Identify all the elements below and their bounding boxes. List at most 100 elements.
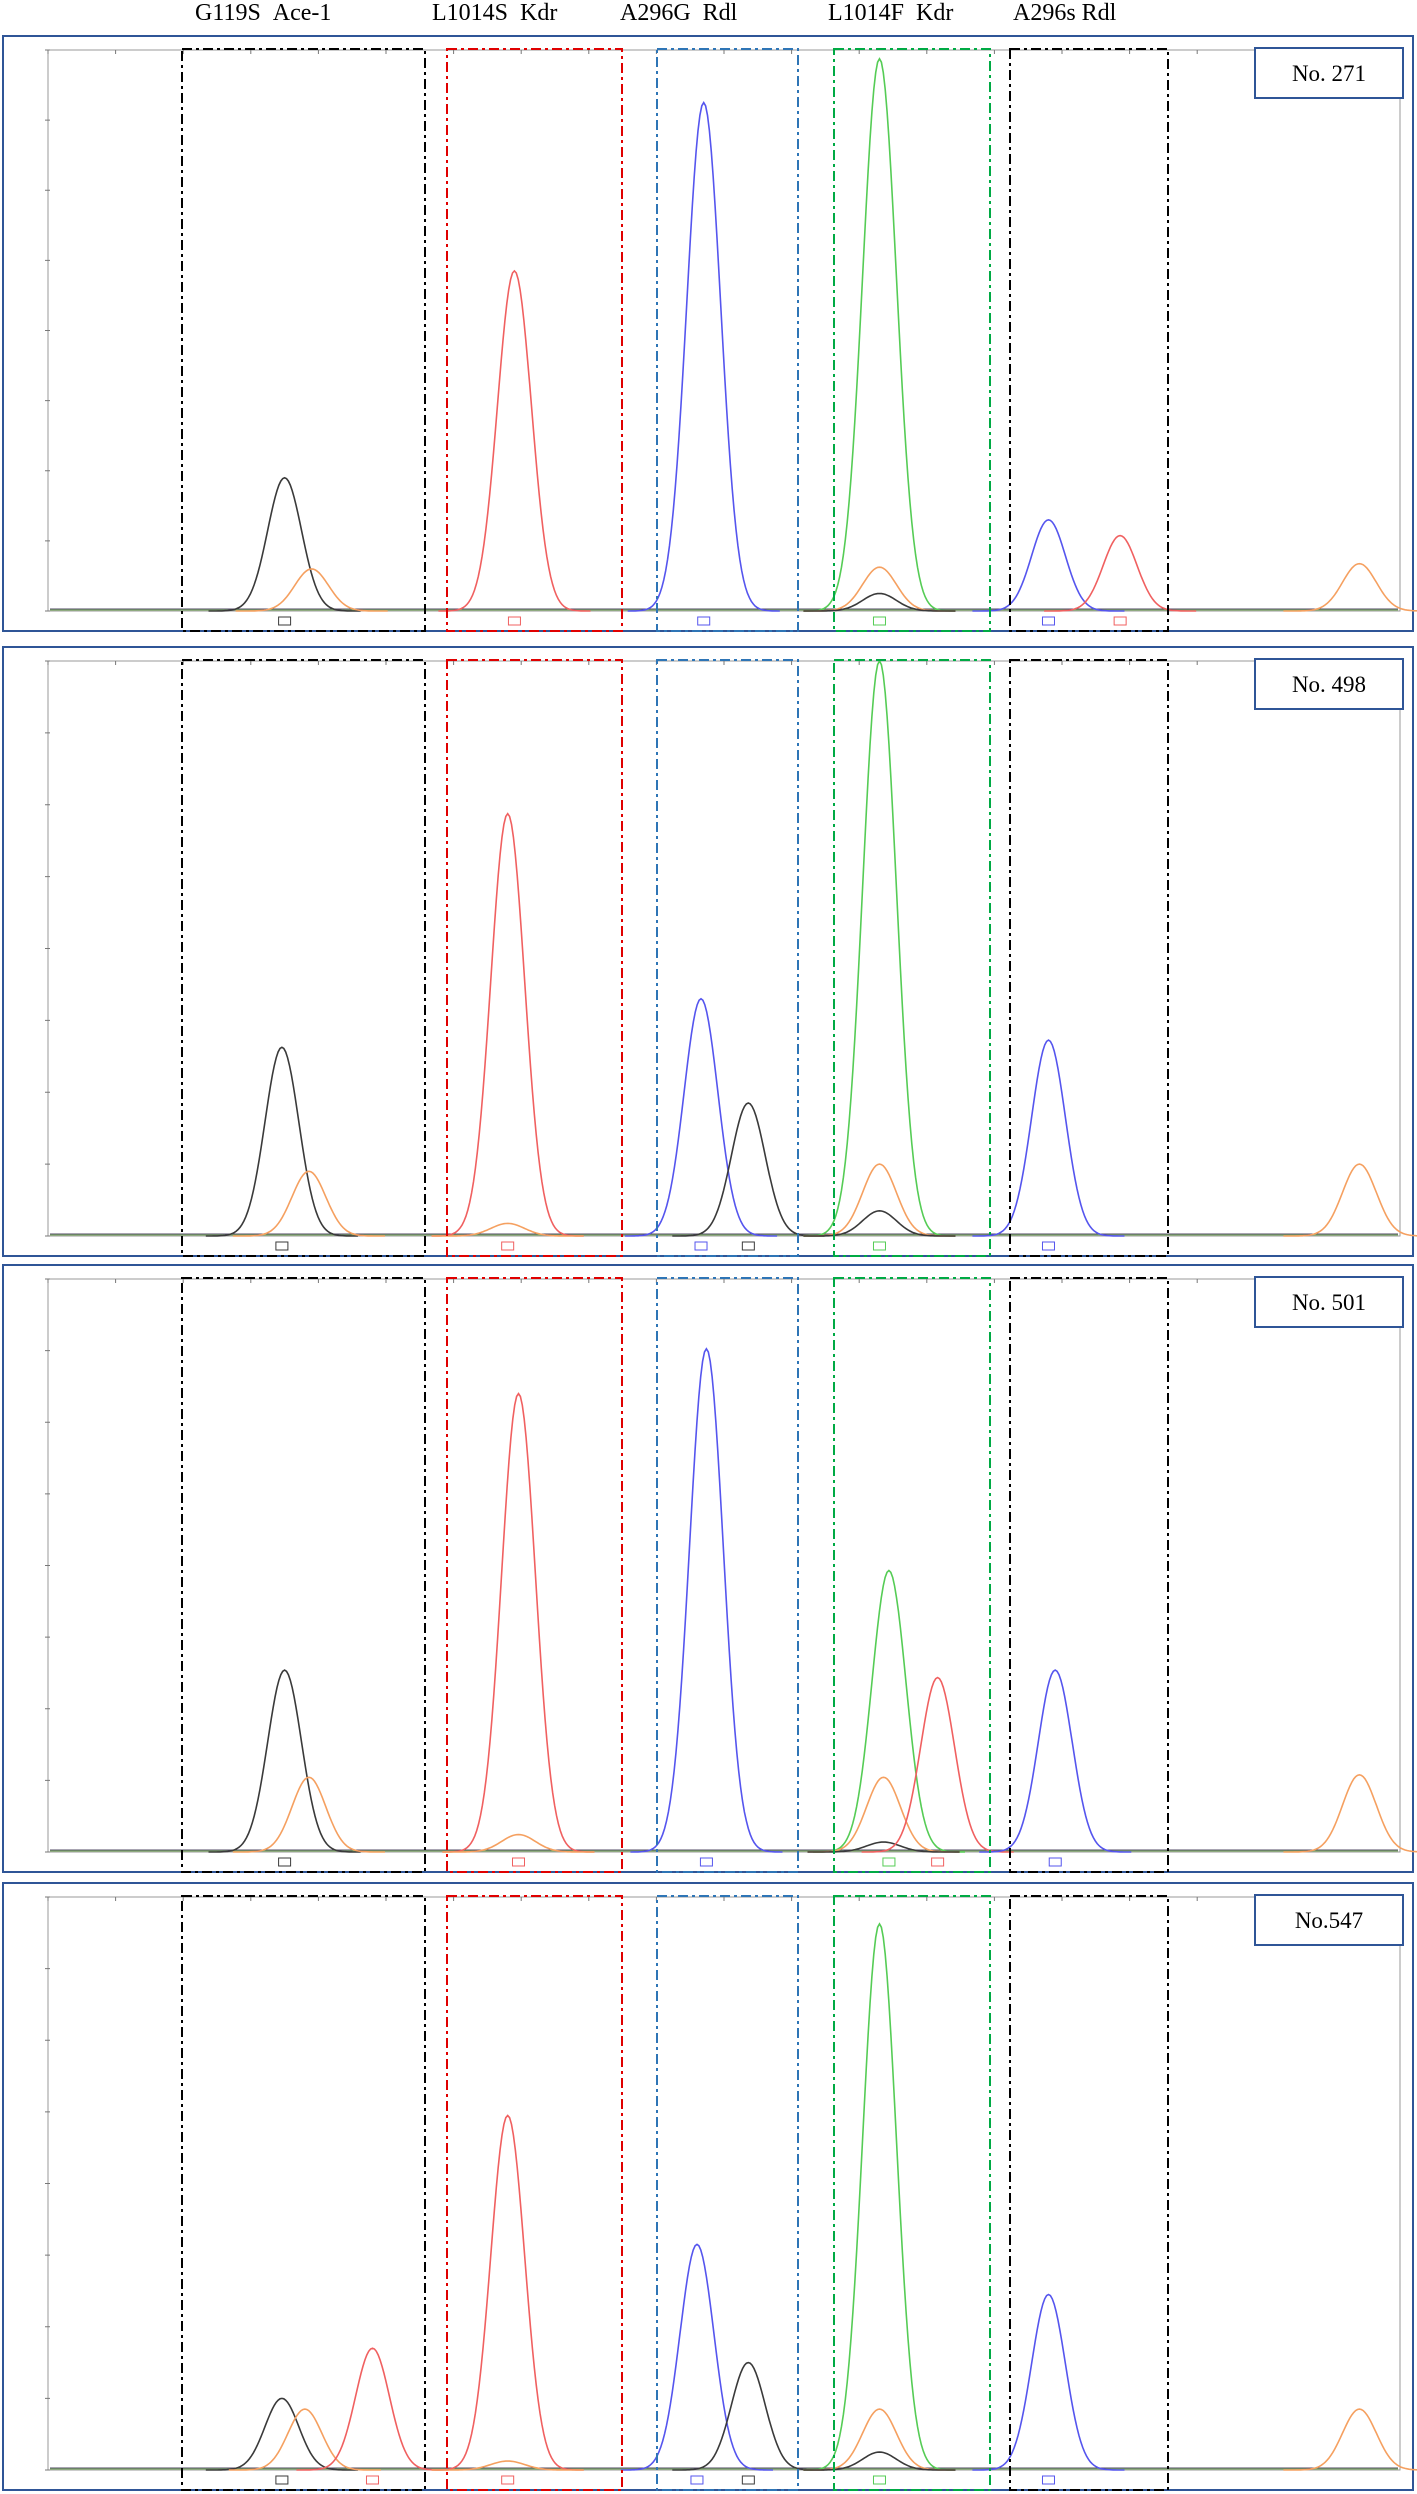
sample-label-box	[1254, 658, 1404, 710]
allele-label-box	[882, 1857, 896, 1867]
allele-label-box	[501, 2475, 515, 2485]
allele-label-box	[931, 1857, 945, 1867]
panel-frame	[2, 646, 1414, 1257]
sample-label: No. 498	[1292, 672, 1366, 697]
plot-area	[47, 660, 1401, 1237]
region-box-3	[656, 1895, 799, 2491]
peak-black	[803, 592, 956, 612]
sample-label: No. 501	[1292, 1290, 1366, 1315]
peak-orange	[232, 1776, 385, 1853]
region-box-5	[1009, 48, 1169, 632]
plot-area	[47, 1896, 1401, 2471]
plot-area	[47, 49, 1401, 612]
peak-blue	[630, 1347, 783, 1853]
peak-blue	[979, 1669, 1132, 1853]
header-mutation: A296G	[620, 0, 691, 26]
sample-label: No.547	[1295, 1908, 1363, 1933]
peak-orange	[803, 2408, 956, 2471]
peak-green	[803, 659, 956, 1237]
peak-orange	[803, 566, 956, 612]
peak-black	[205, 1046, 358, 1237]
peak-red	[431, 812, 584, 1237]
region-box-1	[181, 48, 426, 632]
peak-orange	[431, 1222, 584, 1237]
allele-label-box	[507, 616, 521, 626]
header-mutation: G119S	[195, 0, 261, 26]
allele-label-box	[275, 1241, 289, 1251]
peak-black	[803, 2451, 956, 2471]
peak-red	[296, 2347, 449, 2471]
peak-green	[803, 1922, 956, 2471]
header-gene: Ace-1	[272, 0, 332, 26]
peak-blue	[972, 2293, 1125, 2471]
header-mutation: A296s	[1013, 0, 1076, 26]
peak-orange	[235, 568, 388, 612]
peak-orange	[1283, 2408, 1417, 2471]
allele-label-box	[872, 616, 886, 626]
allele-label-box	[741, 1241, 755, 1251]
allele-label-box	[278, 616, 292, 626]
region-box-5	[1009, 1895, 1169, 2491]
region-box-2	[446, 659, 623, 1257]
peak-orange	[232, 1170, 385, 1237]
allele-label-box	[699, 1857, 713, 1867]
header-g119s-ace1: G119S Ace-1	[195, 0, 331, 27]
allele-label-box	[501, 1241, 515, 1251]
region-box-3	[656, 659, 799, 1257]
header-gene: Rdl	[1081, 0, 1117, 26]
allele-label-box	[1041, 2475, 1055, 2485]
peak-red	[442, 1392, 595, 1853]
peak-black	[807, 1841, 960, 1853]
peak-blue	[625, 997, 778, 1237]
header-gene: Kdr	[916, 0, 954, 26]
sample-label: No. 271	[1292, 61, 1366, 86]
peak-black	[672, 2361, 825, 2471]
region-box-2	[446, 1277, 623, 1873]
panel-frame	[2, 1882, 1414, 2491]
peak-black	[672, 1102, 825, 1237]
header-gene: Kdr	[520, 0, 558, 26]
sample-label-box	[1254, 1276, 1404, 1328]
peak-orange	[1283, 562, 1417, 612]
header-l1014f-kdr: L1014F Kdr	[828, 0, 953, 27]
allele-label-box	[694, 1241, 708, 1251]
allele-label-box	[872, 2475, 886, 2485]
peak-black	[208, 1669, 361, 1853]
region-box-1	[181, 659, 426, 1257]
peak-orange	[807, 1776, 960, 1853]
header-mutation: L1014F	[828, 0, 905, 26]
peak-green	[812, 1569, 965, 1853]
panel-frame	[2, 1264, 1414, 1873]
peak-orange	[442, 1833, 595, 1853]
panel-2: No. 498	[2, 646, 1417, 1257]
region-box-2	[446, 48, 623, 632]
allele-label-box	[697, 616, 711, 626]
region-box-5	[1009, 659, 1169, 1257]
allele-label-box	[872, 1241, 886, 1251]
peak-blue	[972, 518, 1125, 612]
region-box-2	[446, 1895, 623, 2491]
allele-label-box	[1113, 616, 1127, 626]
peak-orange	[228, 2408, 381, 2471]
peak-blue	[972, 1039, 1125, 1237]
peak-green	[803, 57, 956, 612]
peak-black	[208, 476, 361, 612]
peak-orange	[803, 1163, 956, 1237]
allele-label-box	[511, 1857, 525, 1867]
peak-orange	[431, 2460, 584, 2471]
header-l1014s-kdr: L1014S Kdr	[432, 0, 557, 27]
region-box-3	[656, 1277, 799, 1873]
peak-red	[861, 1676, 1014, 1853]
allele-label-box	[741, 2475, 755, 2485]
region-box-3	[656, 48, 799, 632]
header-mutation: L1014S	[432, 0, 509, 26]
region-box-1	[181, 1277, 426, 1873]
peak-black	[803, 1209, 956, 1237]
sample-label-box	[1254, 1894, 1404, 1946]
allele-label-box	[690, 2475, 704, 2485]
peak-orange	[1283, 1163, 1417, 1237]
peak-blue	[627, 101, 780, 612]
peak-red	[431, 2114, 584, 2471]
